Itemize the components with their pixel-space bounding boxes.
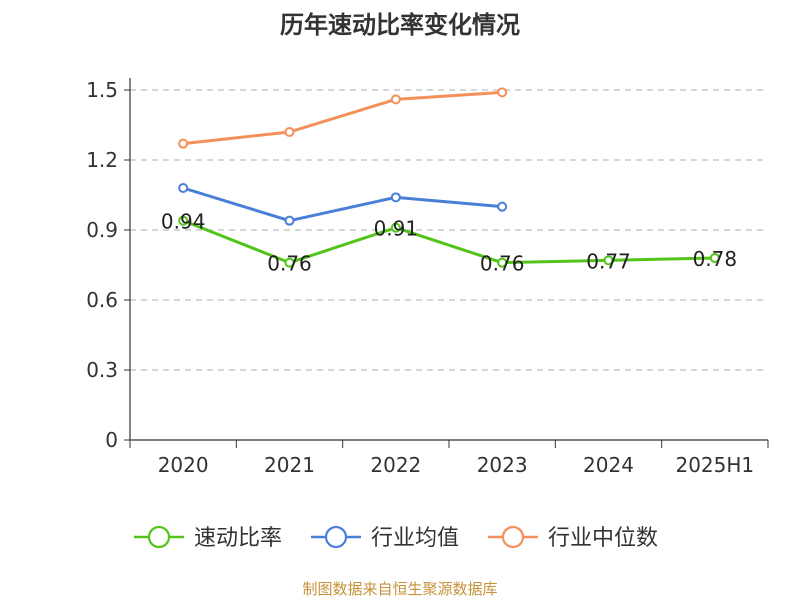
legend-label: 行业中位数 (548, 526, 658, 551)
data-point (178, 215, 189, 226)
x-tick-label: 2023 (477, 453, 528, 477)
legend[interactable]: 速动比率 行业均值 行业中位数 (134, 525, 658, 551)
series (178, 87, 720, 268)
data-label: 0.91 (374, 217, 419, 241)
data-point (284, 257, 295, 268)
data-point (497, 201, 508, 212)
y-tick-label: 0.3 (86, 358, 118, 382)
data-label: 0.78 (693, 247, 738, 271)
legend-item[interactable]: 行业均值 (311, 525, 459, 551)
x-tick-label: 2022 (370, 453, 421, 477)
legend-label: 行业均值 (371, 526, 459, 551)
data-point (390, 94, 401, 105)
legend-item[interactable]: 行业中位数 (488, 525, 658, 551)
data-point (709, 253, 720, 263)
data-point (178, 138, 189, 149)
axes: 0 0.3 0.6 0.9 1.2 1.5 2020 2021 2022 2023 2024 2025… (86, 78, 769, 477)
source-note: 制图数据来自恒生聚源数据库 (302, 580, 497, 598)
legend-label: 速动比率 (194, 526, 282, 551)
x-tick-label: 2025H1 (675, 453, 754, 477)
data-point (497, 257, 508, 268)
data-point (390, 192, 401, 203)
data-point (603, 255, 614, 266)
y-tick-label: 1.2 (86, 148, 118, 172)
data-point (390, 222, 401, 233)
y-tick-label: 1.5 (86, 78, 118, 102)
y-tick-label: 0 (105, 428, 118, 452)
data-point (284, 127, 295, 137)
data-point (178, 183, 189, 193)
chart-title: 历年速动比率变化情况 (280, 11, 520, 39)
series-line (182, 219, 715, 265)
data-label: 0.76 (267, 252, 312, 276)
x-tick-label: 2020 (158, 453, 209, 477)
x-tick-label: 2024 (583, 453, 634, 477)
x-tick-label: 2021 (264, 453, 315, 477)
data-label: 0.77 (586, 249, 631, 273)
legend-item[interactable]: 速动比率 (134, 525, 282, 551)
grid (130, 89, 768, 371)
data-point (497, 87, 508, 98)
data-labels: 0.94 0.76 0.91 0.76 0.77 0.78 (161, 210, 737, 276)
y-tick-label: 0.6 (86, 288, 118, 312)
legend-marker (324, 525, 348, 549)
data-point (284, 215, 295, 226)
series-line (183, 90, 503, 146)
series-line (182, 186, 503, 223)
y-tick-label: 0.9 (86, 218, 118, 242)
legend-marker (501, 525, 525, 549)
data-label: 0.94 (161, 210, 206, 234)
legend-marker (147, 525, 171, 549)
data-label: 0.76 (480, 252, 525, 276)
